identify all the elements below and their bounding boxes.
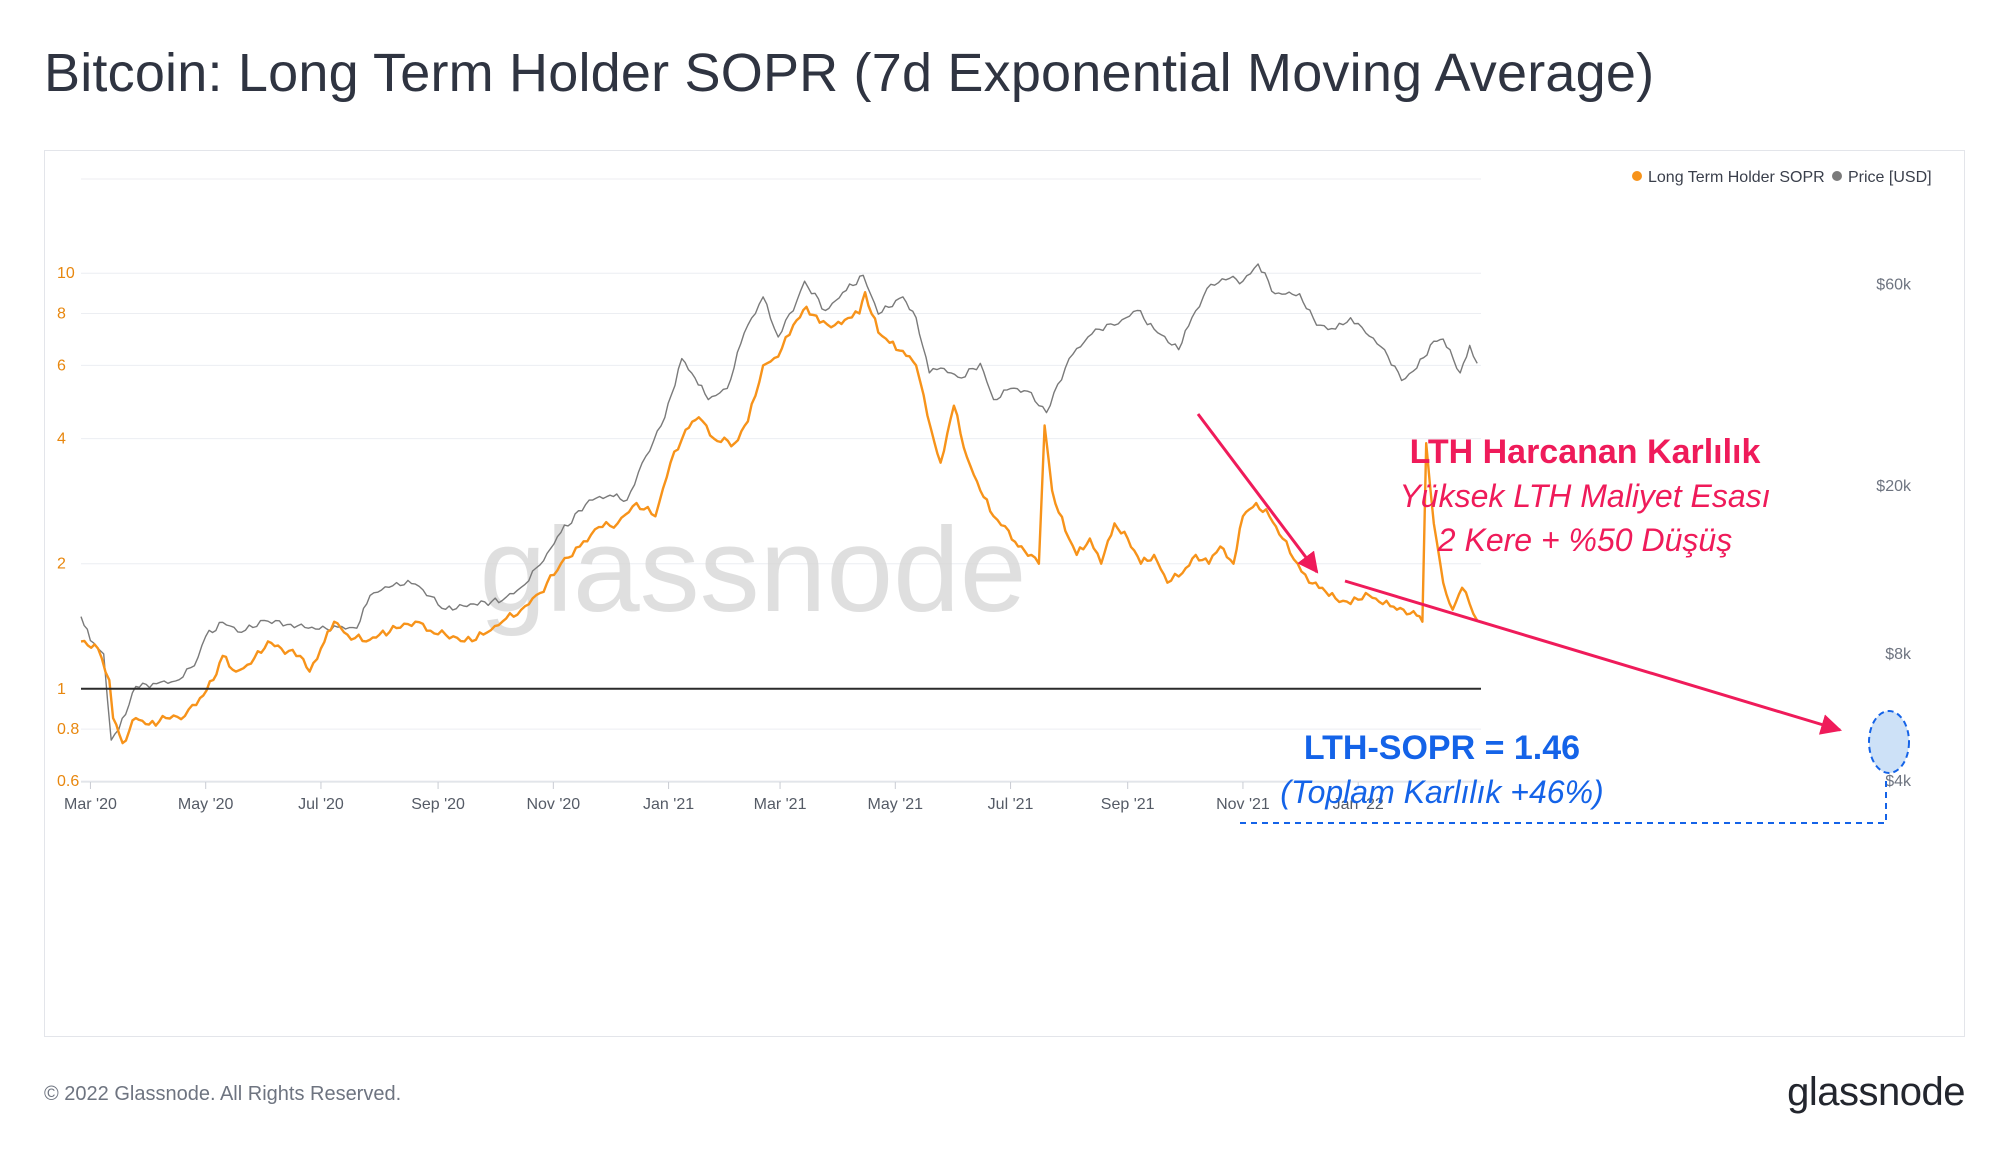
copyright-text: © 2022 Glassnode. All Rights Reserved. bbox=[44, 1083, 402, 1105]
left-axis-tick-label: 8 bbox=[57, 305, 66, 322]
trend-arrow-1 bbox=[1196, 413, 1319, 574]
left-axis-tick-label: 6 bbox=[57, 357, 66, 374]
legend-label[interactable]: Long Term Holder SOPR bbox=[1648, 169, 1825, 186]
price-series-line bbox=[80, 263, 1478, 741]
x-axis-tick-label: Jul '20 bbox=[298, 796, 344, 813]
x-axis-tick-label: May '20 bbox=[178, 796, 234, 813]
x-axis-tick-label: Sep '21 bbox=[1101, 796, 1155, 813]
page-title: Bitcoin: Long Term Holder SOPR (7d Expon… bbox=[44, 43, 1655, 103]
lth-sopr-series-line bbox=[80, 291, 1479, 745]
x-axis-tick-label: Jan '22 bbox=[1333, 796, 1384, 813]
left-axis-tick-label: 2 bbox=[57, 556, 66, 573]
sopr-value-label: LTH-SOPR = 1.46 bbox=[1304, 729, 1580, 767]
x-axis-tick-label: Jan '21 bbox=[643, 796, 694, 813]
lth-annotation-title: LTH Harcanan Karlılık bbox=[1410, 433, 1761, 471]
left-axis-tick-label: 10 bbox=[57, 265, 75, 282]
lth-annotation-line1: Yüksek LTH Maliyet Esası bbox=[1399, 478, 1770, 514]
watermark: glassnode bbox=[479, 503, 1026, 637]
right-axis-tick-label: $8k bbox=[1885, 646, 1912, 663]
trend-arrow-2 bbox=[1344, 579, 1843, 735]
chart-panel: glassnode 0.6 0.8 1 2 4 6 8 10 $4k $8k $20k $60k M… bbox=[44, 150, 1965, 1037]
sopr-note-label: (Toplam Karlılık +46%) bbox=[1280, 774, 1603, 810]
sopr-chart: glassnode 0.6 0.8 1 2 4 6 8 10 $4k $8k $20k $60k M… bbox=[57, 169, 1932, 824]
glassnode-logo[interactable]: glassnode bbox=[1787, 1070, 1965, 1114]
right-axis-tick-label: $20k bbox=[1876, 478, 1912, 495]
x-axis-tick-label: May '21 bbox=[868, 796, 924, 813]
legend-label[interactable]: Price [USD] bbox=[1848, 169, 1932, 186]
left-axis-tick-label: 4 bbox=[57, 431, 66, 448]
legend-swatch bbox=[1832, 171, 1842, 181]
right-axis-tick-label: $60k bbox=[1876, 276, 1912, 293]
x-axis-tick-label: Nov '20 bbox=[526, 796, 580, 813]
x-axis-tick-label: Mar '20 bbox=[64, 796, 117, 813]
current-value-highlight bbox=[1868, 710, 1910, 774]
x-axis-tick-label: Mar '21 bbox=[754, 796, 807, 813]
legend-swatch bbox=[1632, 171, 1642, 181]
left-axis-tick-label: 0.6 bbox=[57, 773, 79, 790]
lth-annotation-line2: 2 Kere + %50 Düşüş bbox=[1437, 522, 1732, 558]
x-axis-tick-label: Nov '21 bbox=[1216, 796, 1270, 813]
left-axis-tick-label: 1 bbox=[57, 681, 66, 698]
x-axis-tick-label: Jul '21 bbox=[988, 796, 1034, 813]
right-axis-tick-label: $4k bbox=[1885, 773, 1912, 790]
left-axis-tick-label: 0.8 bbox=[57, 721, 79, 738]
x-axis-tick-label: Sep '20 bbox=[411, 796, 465, 813]
